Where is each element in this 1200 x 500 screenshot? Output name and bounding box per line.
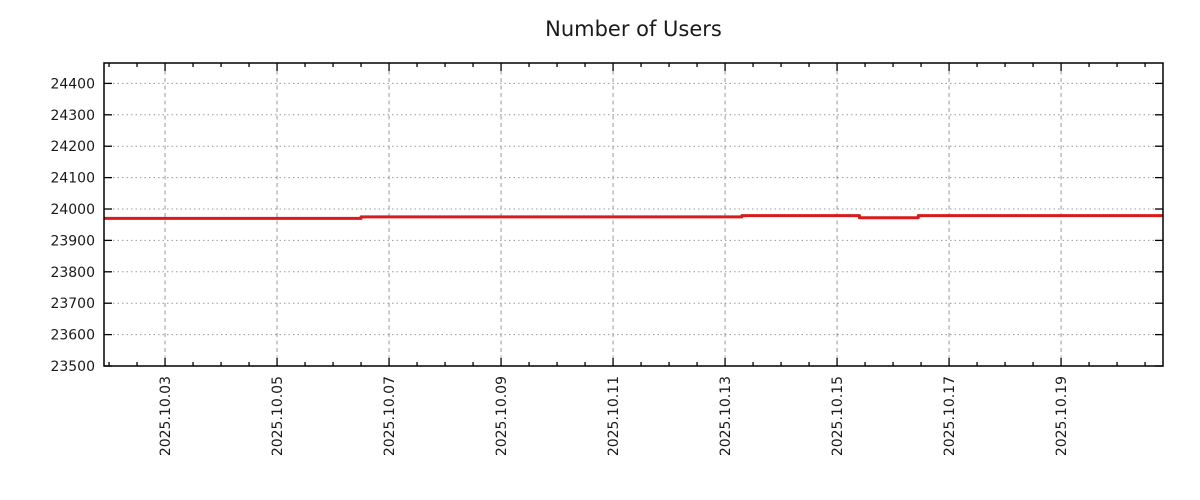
- y-tick-label: 24400: [50, 76, 95, 92]
- y-tick-label: 24100: [50, 171, 95, 187]
- series: [104, 214, 1163, 220]
- x-tick-label: 2025.10.13: [718, 376, 734, 456]
- chart-title: Number of Users: [545, 17, 722, 41]
- y-tick-label: 23900: [50, 233, 95, 249]
- y-tick-label: 24200: [50, 139, 95, 155]
- x-tick-label: 2025.10.19: [1054, 376, 1070, 456]
- users-series-line: [104, 214, 1163, 220]
- y-tick-label: 24300: [50, 108, 95, 124]
- plot-frame: [103, 62, 1164, 367]
- y-tick-label: 23600: [50, 328, 95, 344]
- x-tick-label: 2025.10.11: [606, 376, 622, 456]
- x-tick-label: 2025.10.15: [830, 376, 846, 456]
- x-tick-label: 2025.10.09: [494, 376, 510, 456]
- y-tick-label: 23700: [50, 296, 95, 312]
- x-tick-label: 2025.10.03: [158, 376, 174, 456]
- axis-ticks: [104, 63, 1163, 367]
- x-tick-labels: 2025.10.03 2025.10.05 2025.10.07 2025.10.09…: [158, 376, 1070, 456]
- y-tick-label: 23800: [50, 265, 95, 281]
- x-tick-label: 2025.10.07: [382, 376, 398, 456]
- y-tick-label: 24000: [50, 202, 95, 218]
- y-tick-label: 23500: [50, 359, 95, 375]
- y-tick-labels: 23500 23600 23700 23800 23900 24000 24100 24200…: [50, 76, 95, 375]
- x-tick-label: 2025.10.05: [270, 376, 286, 456]
- x-tick-label: 2025.10.17: [942, 376, 958, 456]
